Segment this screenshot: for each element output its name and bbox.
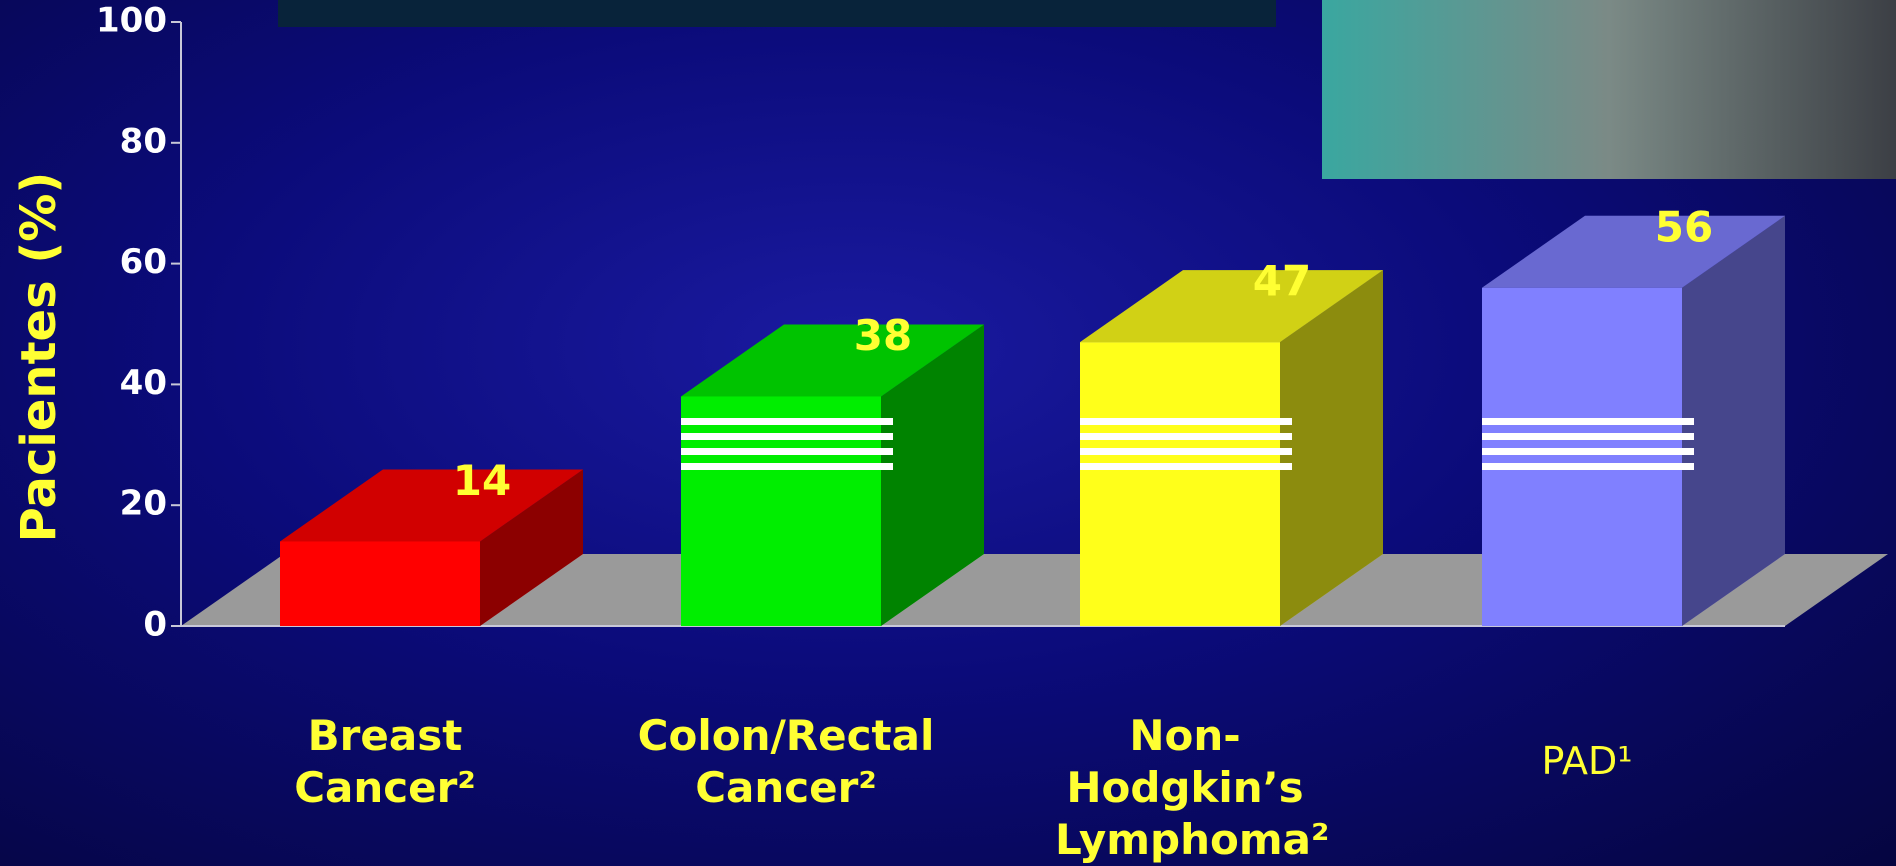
stripe [1482, 433, 1694, 440]
value-label: 56 [1655, 202, 1713, 251]
value-label: 14 [453, 456, 511, 505]
stripe [1080, 433, 1292, 440]
stripe [681, 433, 893, 440]
bar-top-shade [1482, 215, 1785, 288]
value-label: 47 [1253, 257, 1311, 306]
stripe [1080, 418, 1292, 425]
bar [681, 396, 881, 626]
stripe [1482, 463, 1694, 470]
bar-top [681, 324, 984, 397]
bar-side-shade [881, 324, 984, 626]
stripe [1482, 448, 1694, 455]
bar-side-shade [1682, 215, 1785, 626]
y-axis-label: Pacientes (%) [11, 172, 67, 543]
bar [1080, 342, 1280, 626]
bar-top [1482, 215, 1785, 288]
bar-side [881, 324, 984, 626]
y-tick-label: 60 [120, 242, 167, 282]
bar-side [480, 469, 583, 626]
y-tick-label: 0 [143, 605, 167, 645]
y-tick-label: 100 [96, 1, 167, 41]
stripe [1080, 463, 1292, 470]
photo [1322, 0, 1896, 179]
bar-top-shade [681, 324, 984, 397]
bar-side-shade [480, 469, 583, 626]
stripe [681, 448, 893, 455]
value-label: 38 [854, 311, 912, 360]
floor [181, 554, 1888, 626]
stripe [681, 463, 893, 470]
bar-side-shade [1280, 270, 1383, 626]
stripe [1482, 418, 1694, 425]
bar-top-shade [280, 469, 583, 542]
y-tick-label: 20 [120, 484, 167, 524]
stripe [1080, 448, 1292, 455]
y-tick-label: 40 [120, 363, 167, 403]
bar-top [1080, 270, 1383, 343]
x-tick-label: Colon/Rectal Cancer² [637, 711, 935, 812]
bar-top [280, 469, 583, 542]
x-tick-label: PAD¹ [1541, 739, 1633, 783]
bar [1482, 287, 1682, 626]
bar-side [1280, 270, 1383, 626]
bar [280, 541, 480, 626]
x-tick-label: Non-Hodgkin’s Lymphoma² [1055, 711, 1330, 864]
x-tick-label: Breast Cancer² [294, 711, 476, 812]
bar-side [1682, 215, 1785, 626]
bar-top-shade [1080, 270, 1383, 343]
title-banner [278, 0, 1276, 27]
stripe [681, 418, 893, 425]
y-tick-label: 80 [120, 121, 167, 161]
